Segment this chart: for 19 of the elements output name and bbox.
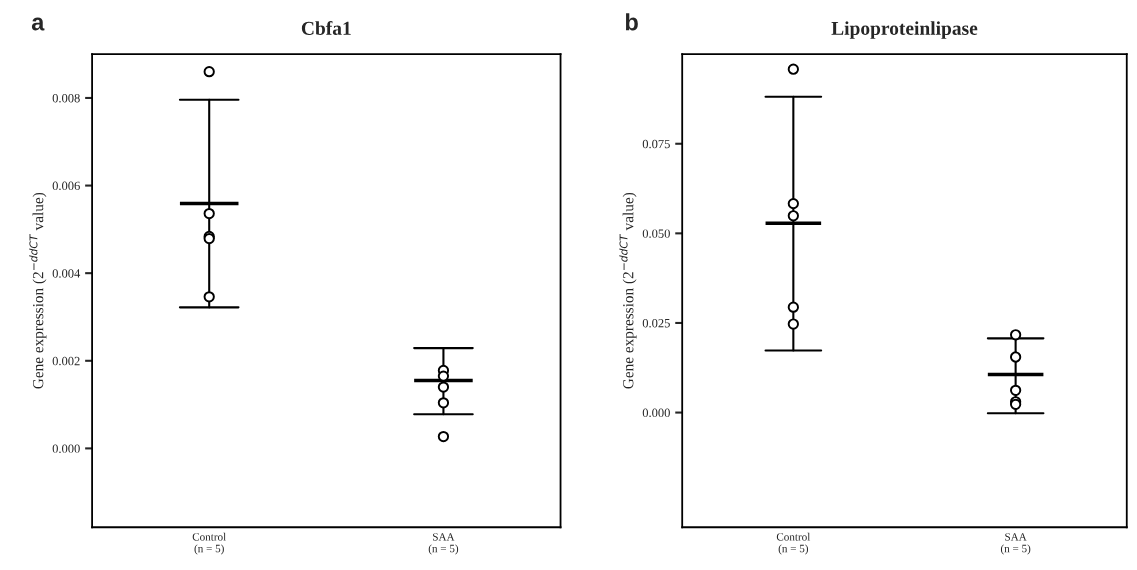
y-tick-label: 0.000 bbox=[52, 444, 80, 453]
y-tick-label: 0.025 bbox=[642, 318, 670, 328]
x-tick-label: SAA (n = 5) bbox=[428, 533, 459, 555]
y-tick-label: 0.002 bbox=[52, 356, 80, 366]
x-tick-label: Control (n = 5) bbox=[192, 532, 226, 555]
text: a bbox=[31, 17, 45, 31]
y-tick-label: 0.008 bbox=[52, 93, 80, 103]
y-tick-label: 0.050 bbox=[642, 229, 670, 238]
x-tick-label: Control (n = 5) bbox=[776, 532, 811, 555]
y-axis-title: Gene expression (2$^{−ddCT}$ value) bbox=[619, 192, 637, 389]
chart-title: Cbfa1 bbox=[301, 21, 351, 35]
y-tick-label: 0.000 bbox=[642, 408, 670, 418]
y-tick-label: 0.075 bbox=[642, 139, 670, 149]
y-tick-label: 0.006 bbox=[52, 181, 80, 191]
y-axis-title: Gene expression (2$^{−ddCT}$ value) bbox=[29, 192, 47, 389]
chart-title: Lipoproteinlipase bbox=[831, 21, 978, 39]
y-tick-label: 0.004 bbox=[52, 269, 81, 278]
x-tick-label: SAA (n = 5) bbox=[1000, 533, 1031, 555]
text: b bbox=[625, 13, 638, 31]
